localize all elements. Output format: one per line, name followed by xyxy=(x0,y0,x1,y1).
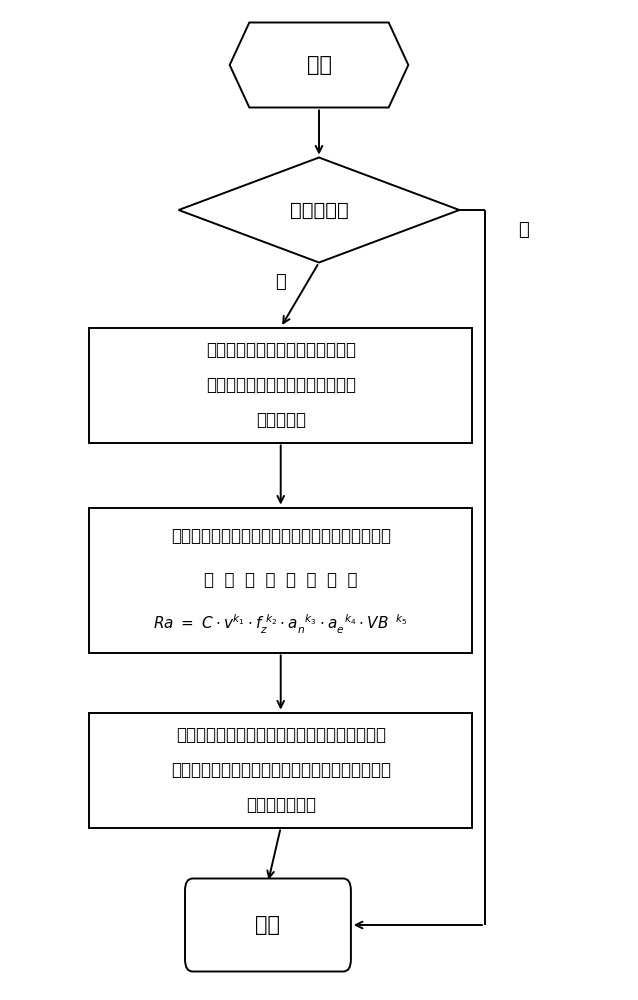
Text: 通过多元线性回归分析，确定钛合金铣削加工表面: 通过多元线性回归分析，确定钛合金铣削加工表面 xyxy=(171,527,390,545)
Text: 面平均磨损量数值，即可获得钛合金铣削加工表面: 面平均磨损量数值，即可获得钛合金铣削加工表面 xyxy=(171,761,390,779)
Bar xyxy=(89,712,472,827)
Text: 平均磨损量: 平均磨损量 xyxy=(256,411,306,429)
Polygon shape xyxy=(230,22,408,107)
Text: 钛合金材料: 钛合金材料 xyxy=(290,200,348,220)
Text: $Ra\ =\ C\cdot v^{k_1}\cdot f_z^{\ k_2}\cdot a_n^{\ \ k_3}\cdot a_e^{\ \ k_4}\cd: $Ra\ =\ C\cdot v^{k_1}\cdot f_z^{\ k_2}\… xyxy=(153,612,408,636)
Text: 测量不同刀具型号和铣削参数下工: 测量不同刀具型号和铣削参数下工 xyxy=(205,341,356,359)
Text: 否: 否 xyxy=(518,221,528,239)
Text: 件加工表面粗糙度和刀具的后刀面: 件加工表面粗糙度和刀具的后刀面 xyxy=(205,376,356,394)
FancyBboxPatch shape xyxy=(185,879,351,972)
Text: 是: 是 xyxy=(276,273,286,291)
Text: 粗糙度预测结果: 粗糙度预测结果 xyxy=(246,796,316,814)
Bar xyxy=(89,508,472,652)
Bar xyxy=(89,328,472,442)
Text: 带入实际工况下的铣削参数和加工后的刀具后刀: 带入实际工况下的铣削参数和加工后的刀具后刀 xyxy=(175,726,386,744)
Polygon shape xyxy=(179,157,459,262)
Text: 粗  糙  度  预  测  模  型  ：: 粗 糙 度 预 测 模 型 ： xyxy=(204,571,357,589)
Text: 结束: 结束 xyxy=(255,915,281,935)
Text: 开始: 开始 xyxy=(306,55,332,75)
